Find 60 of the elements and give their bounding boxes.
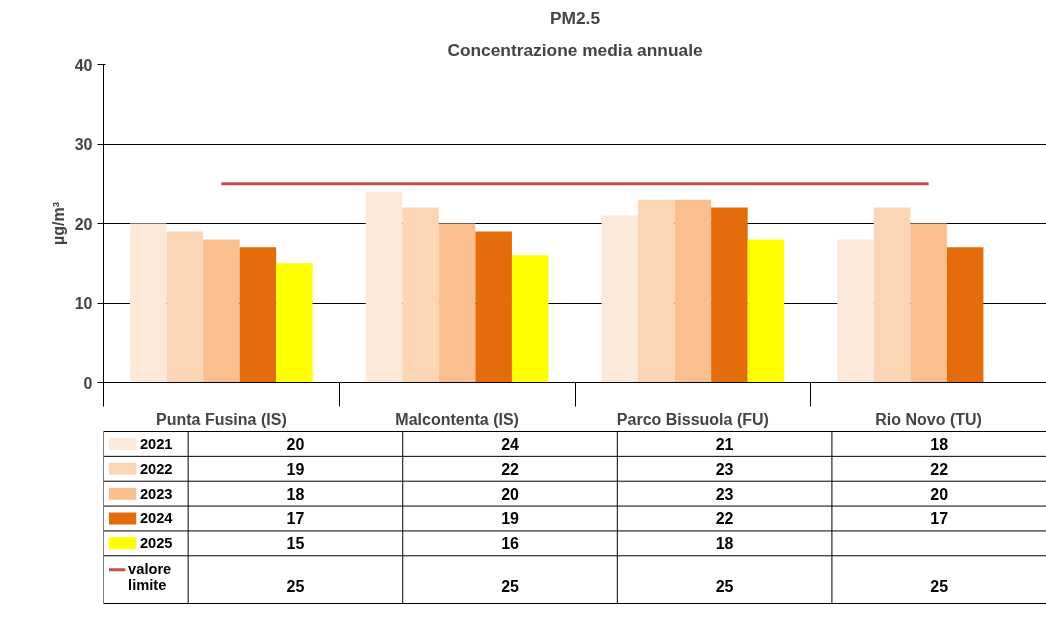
bar <box>402 207 439 383</box>
y-tick-label: 10 <box>74 295 93 312</box>
bar <box>711 207 748 383</box>
data-label: 21 <box>715 435 734 453</box>
data-label: 19 <box>501 510 520 528</box>
legend-label: 2025 <box>139 535 173 552</box>
bar <box>130 223 167 383</box>
bar <box>674 199 712 383</box>
data-label: 16 <box>501 535 520 553</box>
bar <box>511 255 549 383</box>
y-tick-label: 30 <box>74 136 93 153</box>
data-label: 22 <box>930 460 949 478</box>
data-label: 20 <box>286 435 305 453</box>
bar <box>873 207 911 383</box>
data-label: 18 <box>286 485 305 503</box>
y-axis-title: µg/m³ <box>49 202 67 245</box>
x-tick-label: Punta Fusina (IS) <box>156 410 287 428</box>
legend-label: 2024 <box>139 510 174 527</box>
legend-label: valore limite <box>128 560 172 593</box>
data-label: 23 <box>715 460 734 478</box>
y-tick-label: 0 <box>83 374 93 392</box>
bar <box>166 231 204 383</box>
data-label: 18 <box>930 435 949 453</box>
data-label: 22 <box>501 460 520 478</box>
chart-title: PM2.5 <box>549 7 601 28</box>
legend-label: 2023 <box>139 485 173 502</box>
bar <box>747 239 785 383</box>
legend-label: 2022 <box>139 460 173 477</box>
x-tick-label: Rio Novo (TU) <box>875 410 982 428</box>
legend-label: 2021 <box>139 435 173 452</box>
bar <box>475 231 512 383</box>
y-tick-label: 20 <box>74 215 93 233</box>
x-tick-label: Parco Bissuola (FU) <box>616 410 769 428</box>
data-label: 20 <box>501 485 520 503</box>
data-label: 24 <box>501 435 520 453</box>
data-label: 25 <box>501 577 520 595</box>
bar <box>638 199 675 383</box>
bar <box>276 263 313 383</box>
data-label: 25 <box>286 577 305 595</box>
data-label: 19 <box>286 460 305 478</box>
data-label: 17 <box>286 510 305 528</box>
bar <box>946 247 984 383</box>
bar <box>203 239 240 383</box>
data-label: 25 <box>715 577 734 595</box>
data-label: 15 <box>286 535 305 553</box>
x-tick-label: Malcontenta (IS) <box>395 410 519 428</box>
data-label: 25 <box>930 577 949 595</box>
bar <box>239 247 277 383</box>
y-tick-label: 40 <box>74 56 93 74</box>
bar <box>438 223 476 383</box>
data-label: 22 <box>715 510 734 528</box>
bar <box>837 239 874 383</box>
data-label: 23 <box>715 485 734 503</box>
bar <box>910 223 947 383</box>
data-label: 17 <box>930 510 949 528</box>
chart-subtitle: Concentrazione media annuale <box>447 39 703 60</box>
bar <box>601 215 639 383</box>
bar <box>365 191 403 383</box>
data-label: 18 <box>715 535 734 553</box>
data-label: 20 <box>930 485 949 503</box>
